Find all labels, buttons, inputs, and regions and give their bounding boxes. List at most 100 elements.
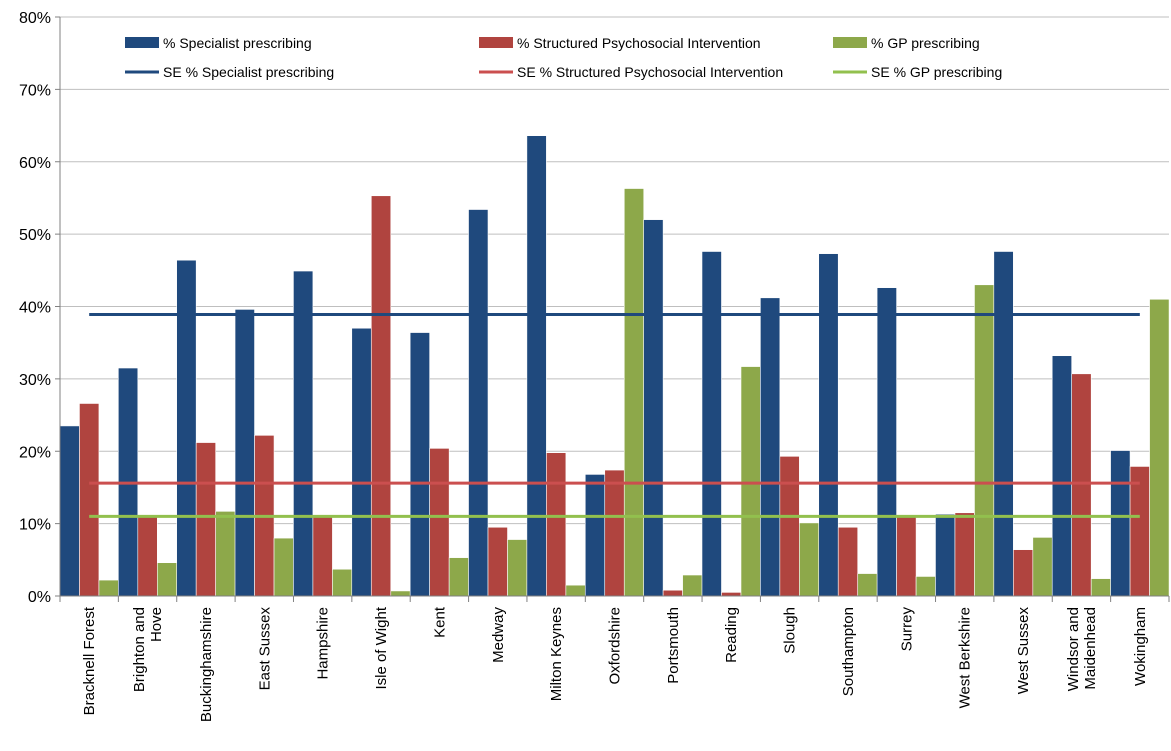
x-category-label: Oxfordshire bbox=[607, 607, 624, 685]
bar bbox=[370, 195, 392, 597]
legend-label: SE % Specialist prescribing bbox=[163, 64, 334, 80]
y-tick-labels: 0% 10% 20% 30% 40% 50% 60% 70% 80% bbox=[19, 10, 51, 606]
bar bbox=[799, 522, 820, 597]
bar bbox=[1071, 373, 1092, 597]
y-tick-label: 70% bbox=[19, 82, 51, 99]
x-category-label: Hove bbox=[148, 607, 165, 642]
legend-swatch bbox=[833, 37, 867, 48]
bar bbox=[507, 539, 528, 597]
x-category-label: Bracknell Forest bbox=[81, 606, 98, 715]
bar bbox=[234, 309, 255, 597]
bar bbox=[857, 573, 878, 597]
x-category-labels: Bracknell Forest Brighton and Hove Buckingh… bbox=[81, 606, 1149, 722]
x-category-label: Maidenhead bbox=[1082, 607, 1099, 690]
bar bbox=[1090, 578, 1111, 597]
bar bbox=[682, 574, 703, 597]
x-category-label: Surrey bbox=[898, 607, 915, 652]
x-category-label: West Berkshire bbox=[957, 607, 974, 708]
bar bbox=[157, 562, 178, 597]
bar bbox=[896, 516, 917, 597]
y-tick-label: 20% bbox=[19, 444, 51, 461]
bar bbox=[721, 592, 742, 597]
legend: % Specialist prescribing % Structured Psy… bbox=[125, 35, 1002, 80]
bar bbox=[740, 366, 761, 597]
bar bbox=[954, 512, 975, 597]
legend-label: % GP prescribing bbox=[871, 35, 980, 51]
x-category-label: Windsor and bbox=[1065, 607, 1082, 691]
bar bbox=[273, 537, 294, 597]
bar bbox=[409, 332, 430, 597]
bar bbox=[1032, 537, 1053, 597]
bar bbox=[935, 513, 956, 597]
x-category-label: Buckinghamshire bbox=[198, 607, 215, 722]
bar bbox=[915, 576, 936, 597]
legend-swatch bbox=[125, 37, 159, 48]
x-category-label: Brighton and bbox=[131, 607, 148, 692]
bar bbox=[293, 270, 314, 597]
bar bbox=[176, 259, 197, 597]
x-category-label: Southampton bbox=[840, 607, 857, 696]
x-category-label: Isle of Wight bbox=[373, 606, 390, 689]
bar bbox=[526, 135, 547, 597]
bar bbox=[662, 589, 683, 597]
bar bbox=[604, 469, 625, 597]
x-category-label: Hampshire bbox=[315, 607, 332, 680]
bar bbox=[643, 219, 664, 597]
bar bbox=[584, 474, 606, 597]
legend-label: % Specialist prescribing bbox=[163, 35, 312, 51]
x-category-label: East Sussex bbox=[256, 607, 273, 691]
y-tick-label: 30% bbox=[19, 372, 51, 389]
y-tick-label: 40% bbox=[19, 300, 51, 317]
bar bbox=[701, 251, 722, 597]
bar bbox=[623, 188, 645, 597]
bar bbox=[565, 584, 586, 597]
legend-label: % Structured Psychosocial Intervention bbox=[517, 35, 761, 51]
y-tick-label: 50% bbox=[19, 227, 51, 244]
y-tick-label: 0% bbox=[28, 589, 51, 606]
y-tick-label: 80% bbox=[19, 10, 51, 27]
bar bbox=[79, 403, 100, 597]
bar bbox=[429, 448, 450, 597]
bar bbox=[195, 442, 216, 597]
y-tick-label: 10% bbox=[19, 517, 51, 534]
legend-label: SE % Structured Psychosocial Interventio… bbox=[517, 64, 783, 80]
bar bbox=[1149, 298, 1170, 597]
bar bbox=[779, 456, 800, 597]
bar bbox=[1129, 466, 1150, 597]
bar bbox=[448, 557, 469, 597]
bar bbox=[760, 297, 781, 597]
bar bbox=[137, 516, 158, 597]
x-category-label: Milton Keynes bbox=[548, 607, 565, 701]
bar bbox=[1013, 549, 1034, 597]
bar bbox=[215, 511, 236, 597]
bar bbox=[312, 516, 333, 597]
bars bbox=[59, 135, 1170, 597]
bar bbox=[546, 452, 567, 597]
x-category-label: Medway bbox=[490, 607, 507, 663]
axes bbox=[55, 16, 1170, 602]
bar bbox=[351, 327, 372, 597]
bar bbox=[332, 568, 353, 597]
bar bbox=[818, 253, 839, 597]
bar bbox=[993, 251, 1014, 597]
bar bbox=[390, 590, 411, 597]
bar bbox=[876, 287, 897, 597]
bar bbox=[468, 209, 489, 597]
bar bbox=[98, 579, 119, 597]
legend-swatch bbox=[479, 37, 513, 48]
x-category-label: Portsmouth bbox=[665, 607, 682, 684]
x-category-label: West Sussex bbox=[1015, 607, 1032, 695]
x-category-label: Slough bbox=[782, 607, 799, 654]
x-category-label: Wokingham bbox=[1132, 607, 1149, 686]
bar bbox=[1110, 450, 1131, 597]
bar bbox=[1051, 355, 1072, 597]
bar bbox=[974, 284, 995, 597]
reference-lines bbox=[89, 312, 1140, 518]
x-category-label: Reading bbox=[723, 607, 740, 663]
bar bbox=[59, 425, 80, 597]
bar bbox=[837, 526, 859, 597]
y-tick-label: 60% bbox=[19, 155, 51, 172]
x-category-label: Kent bbox=[431, 606, 448, 638]
